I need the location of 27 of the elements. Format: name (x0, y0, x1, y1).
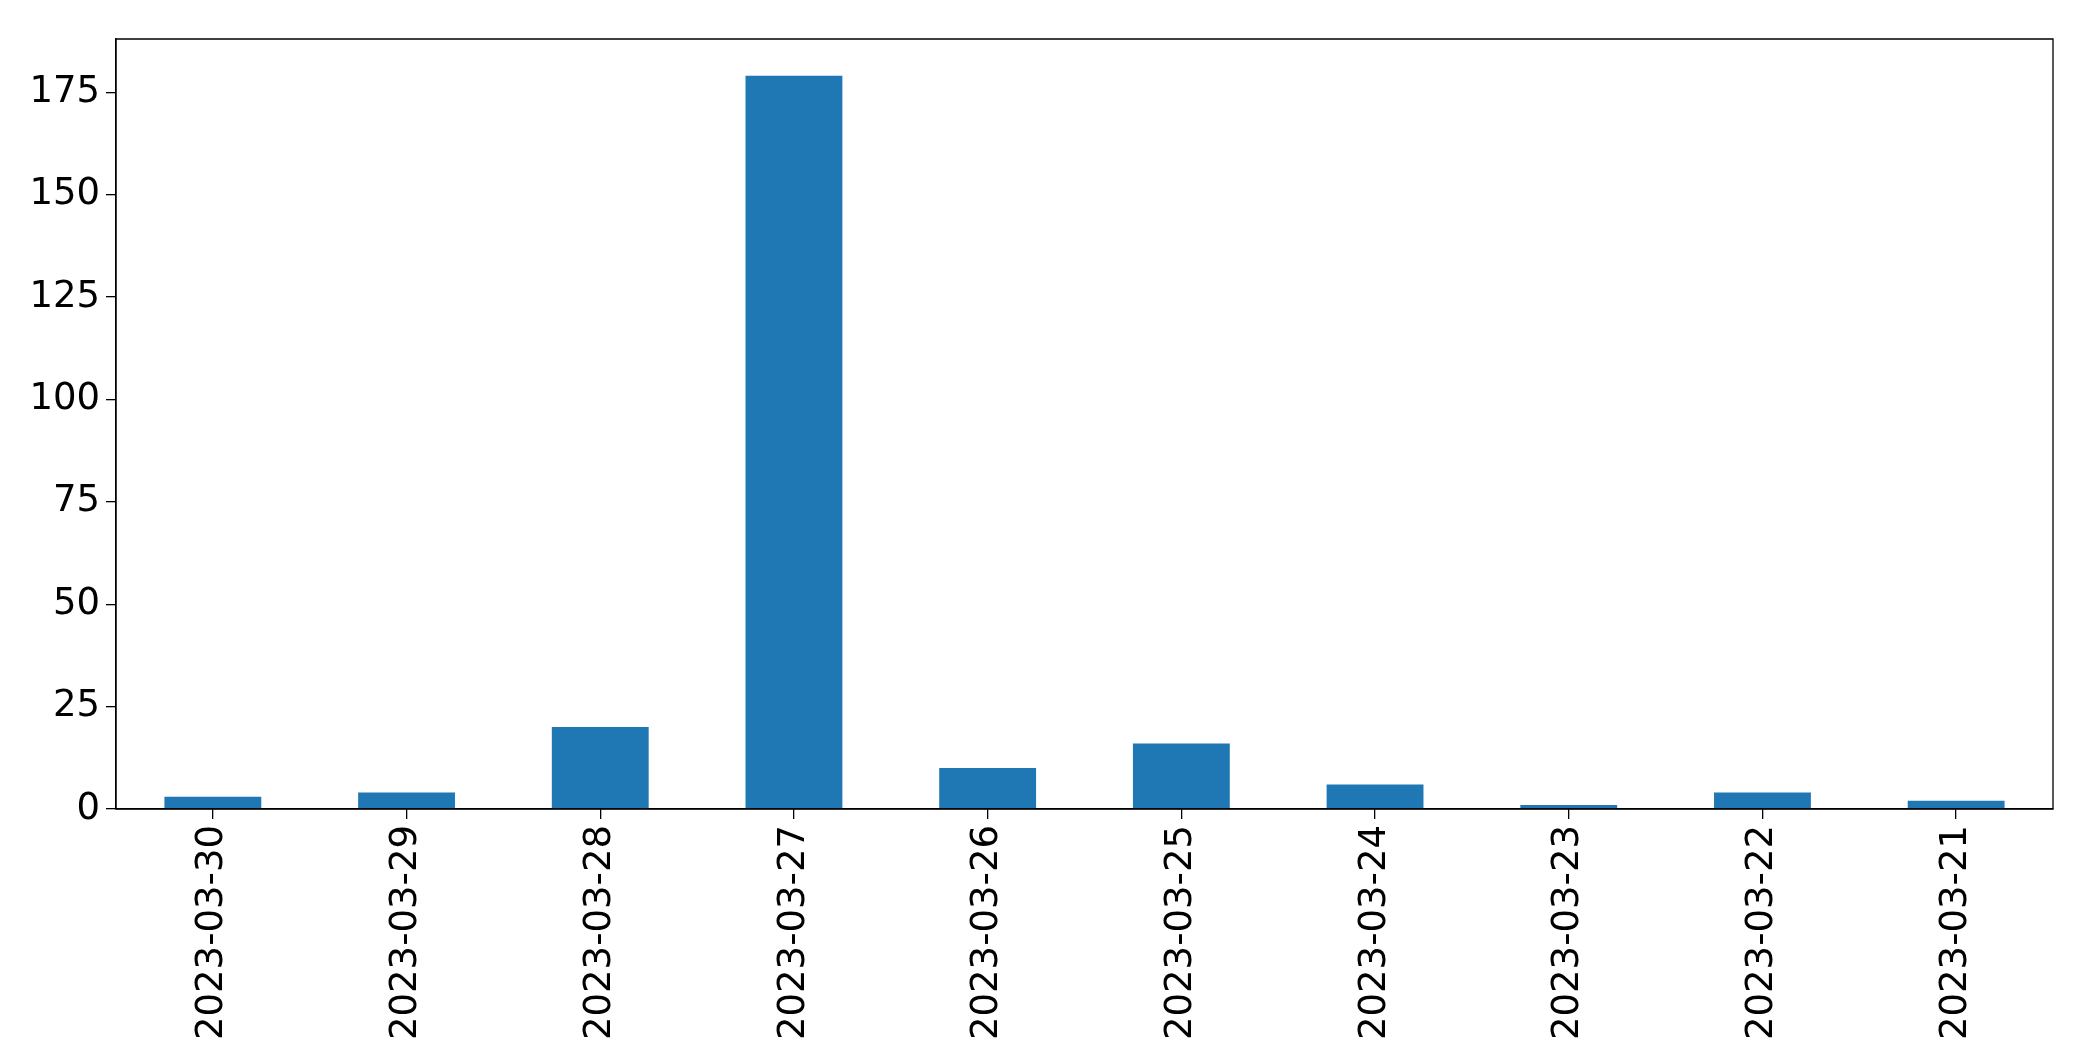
bar (745, 75, 843, 809)
x-tick-label: 2023-03-22 (1738, 825, 1782, 1041)
x-tick-label: 2023-03-30 (188, 825, 232, 1041)
bar (1907, 800, 2005, 809)
x-tick-label: 2023-03-27 (769, 825, 813, 1041)
y-tick-label: 25 (52, 682, 100, 726)
y-tick-label: 50 (52, 579, 100, 623)
bar (939, 768, 1037, 809)
x-tick-label: 2023-03-26 (963, 825, 1007, 1041)
x-tick-label: 2023-03-23 (1544, 825, 1588, 1041)
x-tick-label: 2023-03-21 (1931, 825, 1975, 1041)
x-tick-label: 2023-03-29 (382, 825, 426, 1041)
y-tick-label: 175 (29, 67, 100, 111)
x-tick-label: 2023-03-24 (1350, 825, 1394, 1041)
x-tick-label: 2023-03-25 (1156, 825, 1200, 1041)
bar (164, 796, 262, 809)
y-tick-label: 125 (29, 272, 100, 316)
y-tick-label: 150 (29, 170, 100, 214)
bar (358, 792, 455, 809)
y-tick-label: 75 (52, 477, 100, 521)
y-tick-label: 0 (76, 784, 100, 828)
y-tick-label: 100 (29, 375, 100, 419)
x-tick-label: 2023-03-28 (575, 825, 619, 1041)
bar (1714, 792, 1811, 809)
bar (1132, 743, 1230, 809)
bar (1326, 784, 1424, 809)
bar (551, 727, 649, 809)
